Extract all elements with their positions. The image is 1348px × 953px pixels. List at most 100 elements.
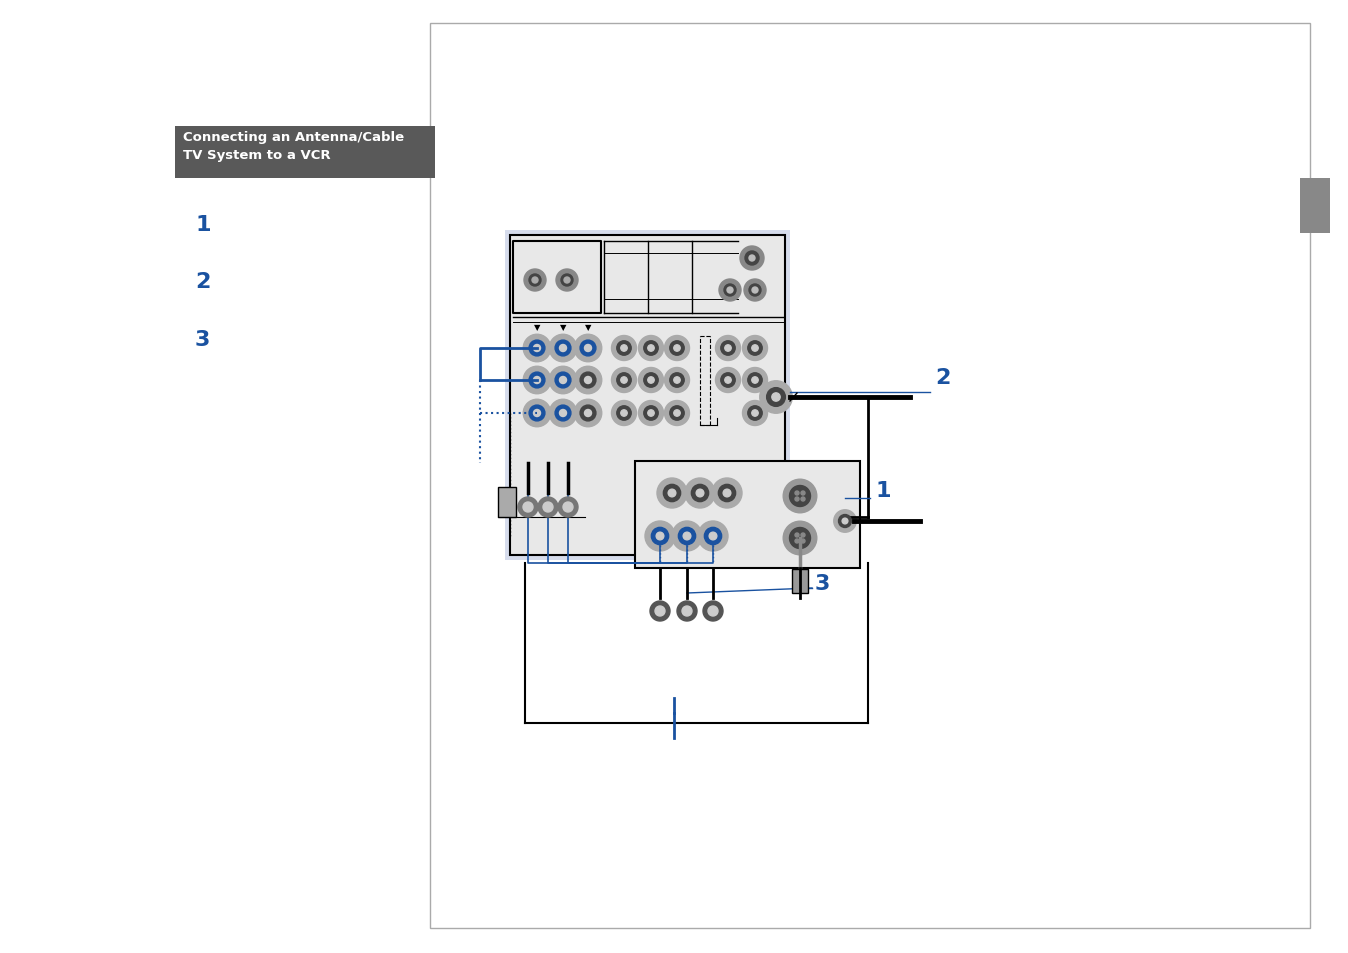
Circle shape <box>523 367 551 395</box>
Circle shape <box>644 341 658 355</box>
Circle shape <box>574 400 601 427</box>
Bar <box>175 127 435 179</box>
Circle shape <box>621 345 627 352</box>
Circle shape <box>772 394 780 402</box>
Circle shape <box>783 521 817 556</box>
Circle shape <box>716 336 740 361</box>
Circle shape <box>656 478 687 509</box>
Text: 3: 3 <box>816 574 830 594</box>
Circle shape <box>644 374 658 388</box>
Circle shape <box>748 341 762 355</box>
Circle shape <box>749 285 762 296</box>
Circle shape <box>744 280 766 302</box>
Circle shape <box>663 485 681 502</box>
Circle shape <box>752 411 758 416</box>
Circle shape <box>716 368 740 393</box>
Circle shape <box>801 534 805 537</box>
Circle shape <box>621 411 627 416</box>
Circle shape <box>743 336 767 361</box>
Circle shape <box>534 410 541 417</box>
Circle shape <box>677 601 697 621</box>
Circle shape <box>670 341 685 355</box>
Circle shape <box>740 247 764 271</box>
Circle shape <box>801 492 805 496</box>
Text: ▼: ▼ <box>585 323 592 332</box>
Circle shape <box>656 533 663 540</box>
Circle shape <box>674 377 681 384</box>
Circle shape <box>674 345 681 352</box>
Circle shape <box>743 401 767 426</box>
Circle shape <box>723 490 731 497</box>
Text: Connecting an Antenna/Cable
TV System to a VCR: Connecting an Antenna/Cable TV System to… <box>183 131 404 161</box>
Circle shape <box>683 533 690 540</box>
Circle shape <box>670 406 685 421</box>
Circle shape <box>712 478 741 509</box>
Text: 2: 2 <box>936 368 950 388</box>
Circle shape <box>639 336 663 361</box>
Circle shape <box>752 345 758 352</box>
Circle shape <box>696 490 704 497</box>
Circle shape <box>580 373 596 389</box>
Circle shape <box>648 411 654 416</box>
Circle shape <box>518 497 538 517</box>
Circle shape <box>673 521 702 552</box>
Circle shape <box>644 521 675 552</box>
Circle shape <box>549 367 577 395</box>
Circle shape <box>555 406 572 421</box>
Circle shape <box>559 345 566 353</box>
Circle shape <box>795 492 799 496</box>
Circle shape <box>639 401 663 426</box>
Circle shape <box>532 277 538 284</box>
Circle shape <box>612 368 636 393</box>
Circle shape <box>559 377 566 384</box>
Circle shape <box>561 274 573 287</box>
Circle shape <box>674 411 681 416</box>
Circle shape <box>580 406 596 421</box>
Circle shape <box>682 606 692 617</box>
Circle shape <box>523 335 551 362</box>
Circle shape <box>724 285 736 296</box>
Circle shape <box>617 341 631 355</box>
Circle shape <box>685 478 714 509</box>
Circle shape <box>549 335 577 362</box>
Circle shape <box>648 345 654 352</box>
Circle shape <box>783 479 817 514</box>
Circle shape <box>692 485 709 502</box>
Circle shape <box>574 335 601 362</box>
Bar <box>514 242 601 314</box>
Circle shape <box>580 341 596 356</box>
Circle shape <box>709 533 717 540</box>
Circle shape <box>555 341 572 356</box>
Circle shape <box>749 255 755 262</box>
Text: ▼: ▼ <box>559 323 566 332</box>
Circle shape <box>842 518 848 524</box>
Circle shape <box>669 490 675 497</box>
Circle shape <box>528 341 545 356</box>
Circle shape <box>725 345 731 352</box>
Circle shape <box>698 521 728 552</box>
Text: 1: 1 <box>195 214 210 234</box>
Circle shape <box>705 528 721 545</box>
Circle shape <box>617 374 631 388</box>
Circle shape <box>648 377 654 384</box>
Circle shape <box>617 406 631 421</box>
Circle shape <box>704 601 723 621</box>
Circle shape <box>795 497 799 501</box>
Circle shape <box>743 368 767 393</box>
Circle shape <box>528 274 541 287</box>
Circle shape <box>725 377 731 384</box>
Circle shape <box>558 497 578 517</box>
Circle shape <box>523 502 532 513</box>
Circle shape <box>644 406 658 421</box>
Circle shape <box>639 368 663 393</box>
Circle shape <box>555 373 572 389</box>
Circle shape <box>621 377 627 384</box>
Circle shape <box>524 270 546 292</box>
Circle shape <box>718 280 741 302</box>
Circle shape <box>752 377 758 384</box>
Bar <box>497 488 516 517</box>
Circle shape <box>838 515 852 528</box>
Circle shape <box>801 497 805 501</box>
Circle shape <box>585 410 592 417</box>
Circle shape <box>651 528 669 545</box>
